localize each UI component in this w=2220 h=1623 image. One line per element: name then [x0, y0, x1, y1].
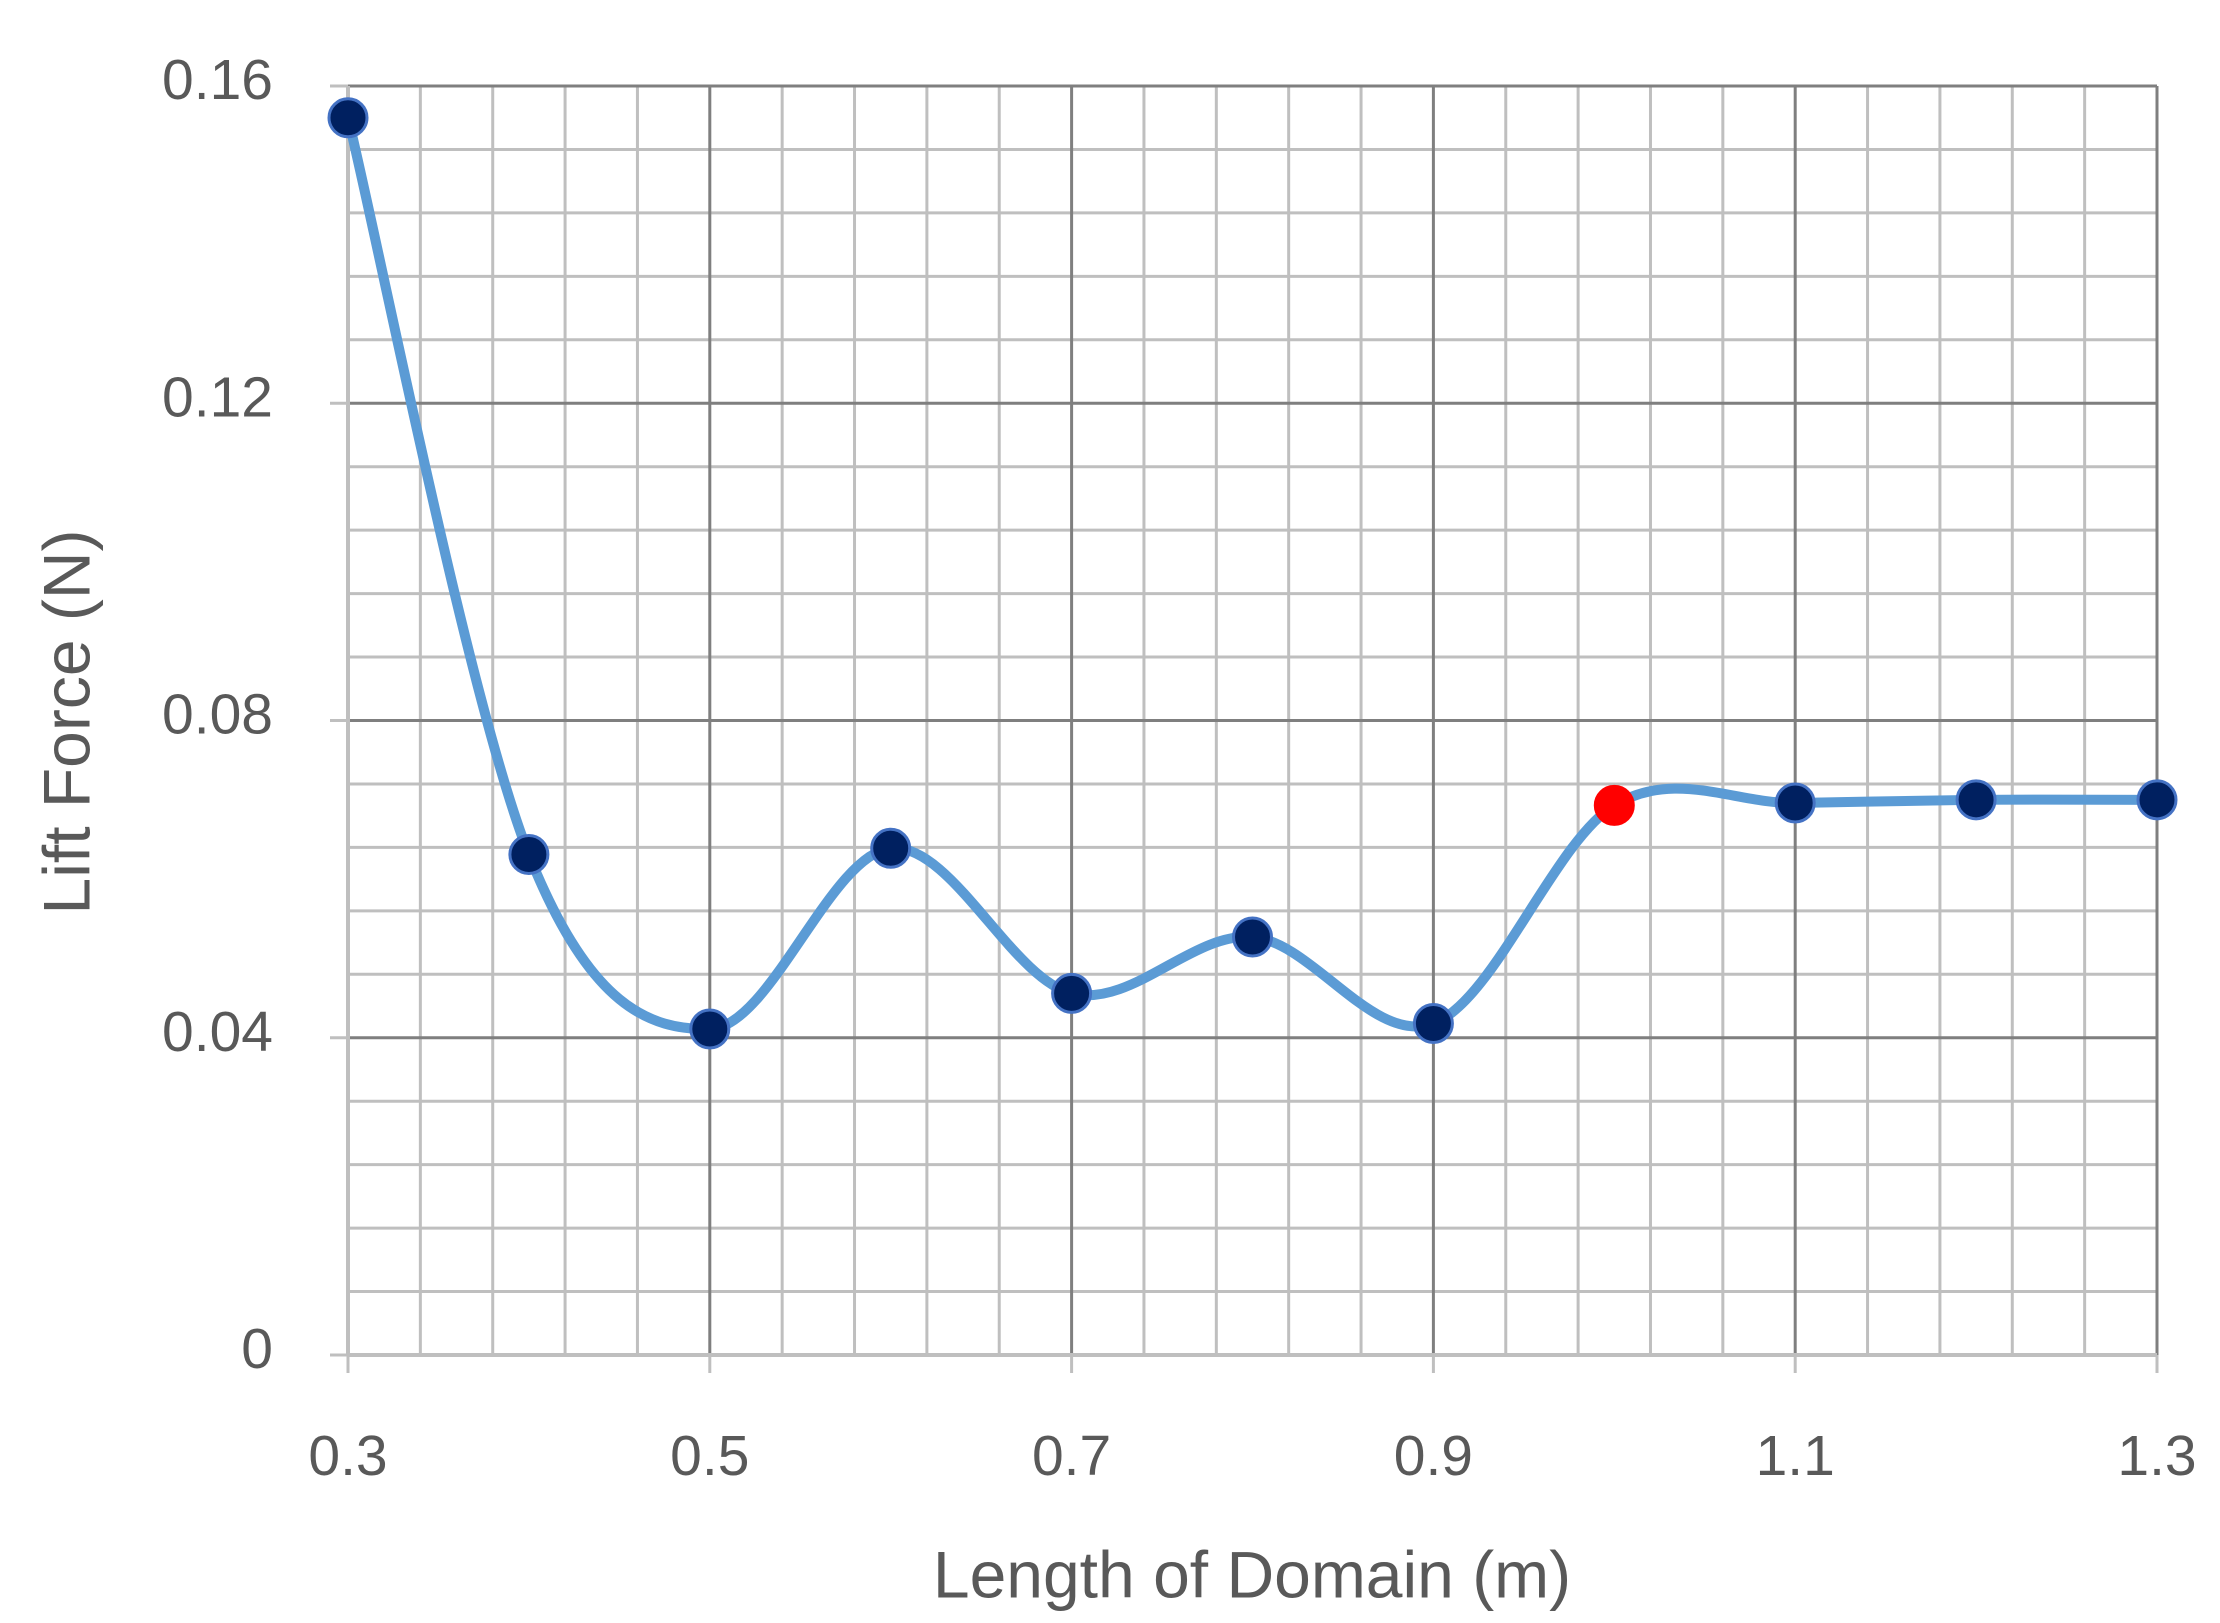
y-tick-label: 0	[241, 1317, 273, 1381]
data-point	[1774, 782, 1816, 824]
series-line	[343, 112, 2162, 1035]
data-point	[508, 834, 550, 876]
x-tick-label: 0.9	[1394, 1424, 1473, 1488]
y-tick-label: 0.04	[162, 1000, 273, 1064]
x-tick-label: 0.3	[308, 1424, 387, 1488]
data-point	[1593, 784, 1635, 826]
data-point	[1051, 972, 1093, 1014]
y-axis-title: Lift Force (N)	[29, 529, 103, 914]
x-tick-label: 0.5	[670, 1424, 749, 1488]
x-tick-label: 1.1	[1756, 1424, 1835, 1488]
data-point	[327, 97, 369, 139]
data-point	[2136, 779, 2178, 821]
x-tick-label: 1.3	[2117, 1424, 2196, 1488]
data-point	[1955, 779, 1997, 821]
data-point	[1232, 916, 1273, 958]
x-axis-title: Length of Domain (m)	[933, 1537, 1571, 1611]
data-point	[1412, 1002, 1454, 1044]
data-point	[870, 827, 912, 869]
data-point	[689, 1008, 731, 1050]
y-tick-label: 0.12	[162, 365, 273, 429]
y-tick-label: 0.08	[162, 683, 273, 747]
x-tick-label: 0.7	[1032, 1424, 1111, 1488]
y-tick-label: 0.16	[162, 48, 273, 112]
